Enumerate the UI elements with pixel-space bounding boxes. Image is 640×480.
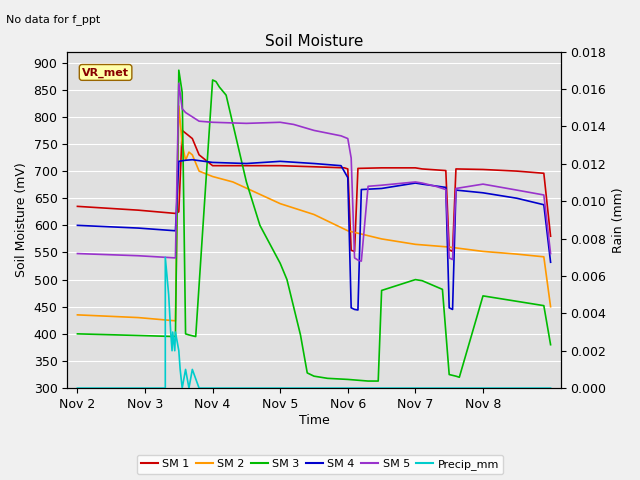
Title: Soil Moisture: Soil Moisture — [265, 34, 363, 49]
Legend: SM 1, SM 2, SM 3, SM 4, SM 5, Precip_mm: SM 1, SM 2, SM 3, SM 4, SM 5, Precip_mm — [136, 455, 504, 474]
Y-axis label: Rain (mm): Rain (mm) — [612, 187, 625, 253]
Text: No data for f_ppt: No data for f_ppt — [6, 14, 100, 25]
Text: VR_met: VR_met — [82, 67, 129, 78]
X-axis label: Time: Time — [299, 414, 330, 427]
Y-axis label: Soil Moisture (mV): Soil Moisture (mV) — [15, 163, 28, 277]
